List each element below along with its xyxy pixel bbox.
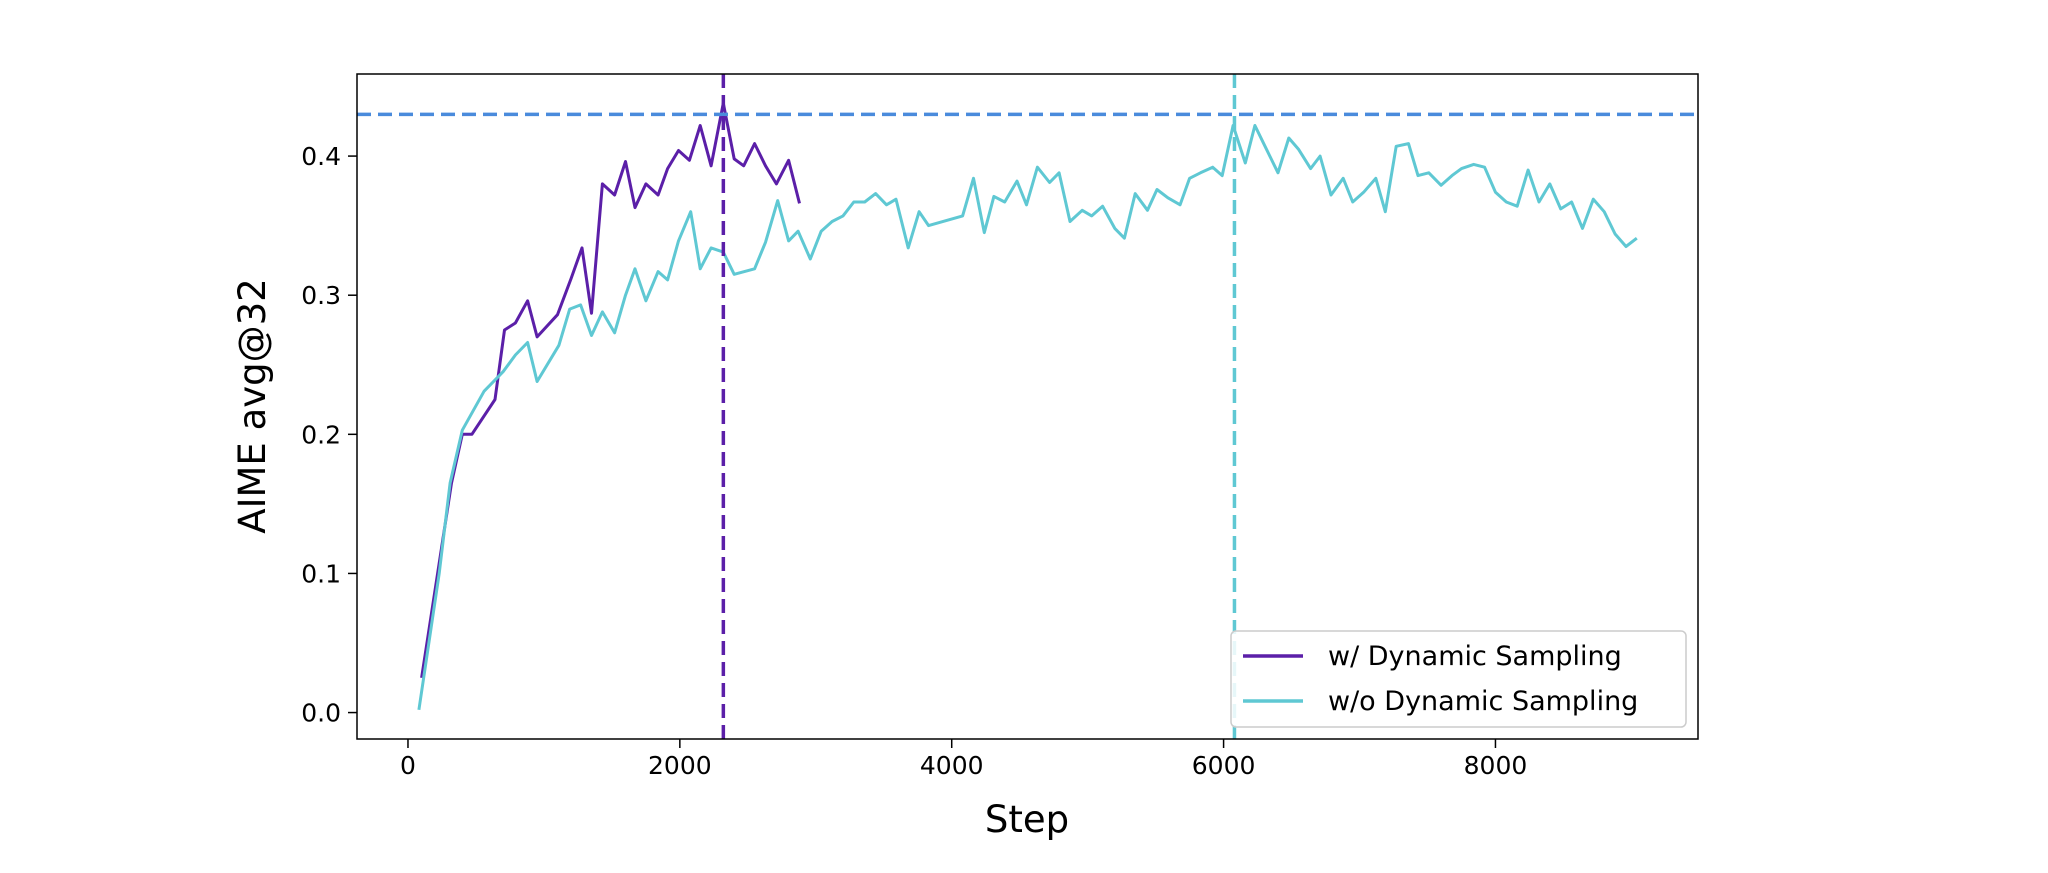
y-axis-label: AIME avg@32 bbox=[231, 278, 274, 533]
legend-label: w/o Dynamic Sampling bbox=[1328, 686, 1638, 717]
x-axis-label: Step bbox=[985, 798, 1069, 841]
x-tick-label: 4000 bbox=[920, 751, 984, 780]
legend-label: w/ Dynamic Sampling bbox=[1328, 641, 1622, 672]
x-tick-label: 8000 bbox=[1464, 751, 1528, 780]
legend-box bbox=[1230, 630, 1687, 728]
x-tick-label: 0 bbox=[400, 751, 416, 780]
series-line bbox=[420, 101, 801, 679]
y-tick-label: 0.3 bbox=[301, 281, 341, 310]
y-tick-label: 0.0 bbox=[301, 699, 341, 728]
series-line bbox=[417, 124, 1638, 711]
x-tick-label: 2000 bbox=[648, 751, 712, 780]
y-tick-label: 0.2 bbox=[301, 420, 341, 449]
x-tick-label: 6000 bbox=[1192, 751, 1256, 780]
y-tick-label: 0.1 bbox=[301, 559, 341, 588]
y-tick-label: 0.4 bbox=[301, 142, 341, 171]
plot-frame bbox=[356, 73, 1699, 740]
